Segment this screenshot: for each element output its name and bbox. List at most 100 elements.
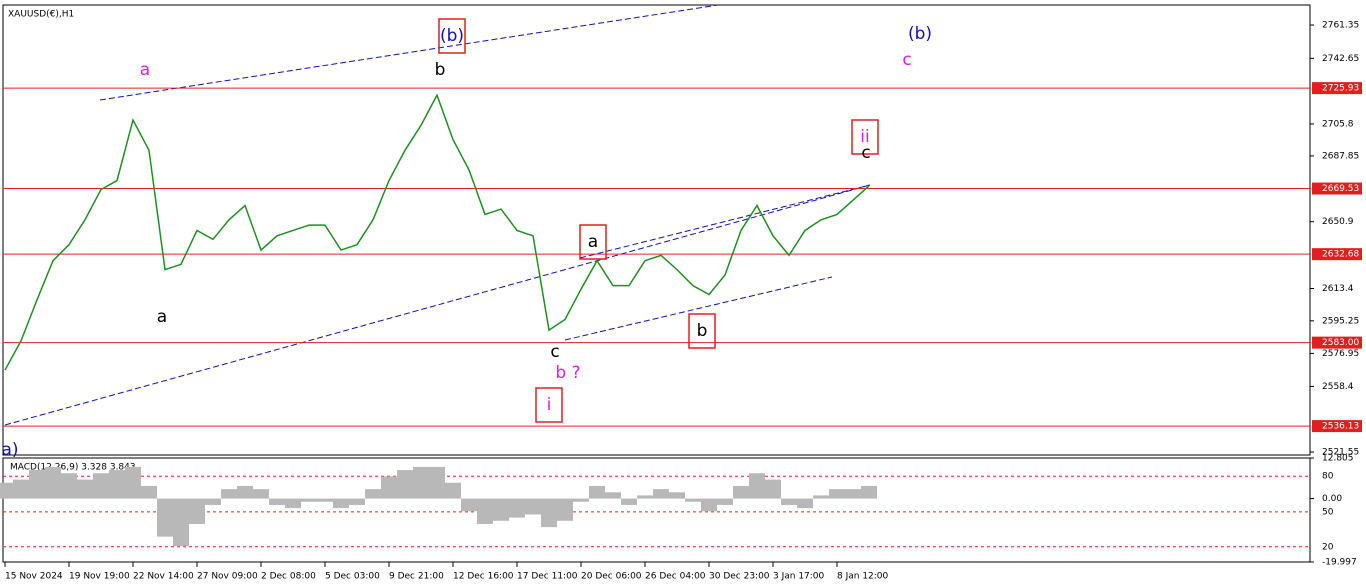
wave-label: ii <box>860 127 869 147</box>
macd-bar <box>205 498 221 505</box>
macd-bar <box>461 498 477 512</box>
x-tick-label: 9 Dec 21:00 <box>389 572 444 582</box>
macd-bar <box>621 498 637 505</box>
annotation-box <box>851 119 879 155</box>
x-tick-label: 17 Dec 11:00 <box>517 572 578 582</box>
macd-bar <box>189 498 205 524</box>
macd-pane <box>2 457 1311 563</box>
macd-bar <box>301 498 317 502</box>
macd-bar <box>141 485 157 499</box>
price-pane <box>2 4 1311 456</box>
macd-bar <box>781 498 797 505</box>
x-tick-label: 26 Dec 04:00 <box>645 572 706 582</box>
macd-bar <box>525 498 541 515</box>
x-tick-label: 20 Dec 06:00 <box>581 572 642 582</box>
macd-bar <box>285 498 301 509</box>
y-tick-label: 2742.65 <box>1322 54 1359 64</box>
x-tick-label: 15 Nov 2024 <box>5 572 63 582</box>
level-label: 2725.93 <box>1322 84 1359 94</box>
macd-bar <box>45 466 61 499</box>
wave-label: b <box>697 321 708 341</box>
wave-label: b ? <box>555 363 580 383</box>
annotation-box <box>438 18 466 54</box>
macd-bar <box>93 473 109 499</box>
y-tick-label: 2705.8 <box>1322 119 1354 129</box>
symbol-title: XAUUSD(€),H1 <box>8 10 74 20</box>
y-tick-label: 2558.4 <box>1322 382 1354 392</box>
level-label: 2632.68 <box>1322 250 1359 260</box>
macd-bar <box>749 473 765 499</box>
macd-bar <box>221 489 237 499</box>
macd-bar <box>157 498 173 537</box>
wave-label: c <box>902 50 911 70</box>
macd-bar <box>589 485 605 499</box>
macd-bar <box>717 498 733 505</box>
annotation-box <box>535 387 563 423</box>
x-tick-label: 22 Nov 14:00 <box>133 572 194 582</box>
macd-bar <box>829 489 845 499</box>
x-tick-label: 12 Dec 16:00 <box>453 572 514 582</box>
macd-bar <box>349 498 365 505</box>
macd-bar <box>397 470 413 499</box>
macd-bar <box>509 498 525 518</box>
macd-bar <box>125 466 141 499</box>
macd-bar <box>653 489 669 499</box>
macd-bar <box>77 479 93 499</box>
level-label: 2669.53 <box>1322 184 1359 194</box>
macd-bar <box>429 466 445 499</box>
x-tick-label: 2 Dec 08:00 <box>261 572 316 582</box>
macd-bar <box>445 482 461 499</box>
y-tick-label: 20 <box>1322 542 1334 552</box>
x-tick-label: 30 Dec 23:00 <box>709 572 770 582</box>
y-tick-label: 2595.25 <box>1322 316 1359 326</box>
macd-bar <box>493 498 509 521</box>
x-tick-label: 3 Jan 17:00 <box>773 572 825 582</box>
y-tick-label: 2521.55 <box>1322 448 1359 458</box>
macd-bar <box>541 498 557 528</box>
annotation-box <box>579 224 607 260</box>
macd-bar <box>317 498 333 502</box>
level-label-box <box>1312 336 1362 349</box>
x-tick-label: 27 Nov 09:00 <box>197 572 258 582</box>
wave-label: c <box>861 143 870 163</box>
y-tick-label: 2687.85 <box>1322 151 1359 161</box>
y-tick-label: 0.00 <box>1322 494 1342 504</box>
wave-label: a <box>157 307 167 327</box>
wave-label: (b) <box>908 24 932 44</box>
macd-bar <box>605 492 621 499</box>
y-tick-label: 2761.35 <box>1322 21 1359 31</box>
wave-label: a <box>588 232 598 252</box>
wave-label: (b) <box>440 26 464 46</box>
macd-bar <box>701 498 717 512</box>
y-tick-label: 2613.4 <box>1322 284 1354 294</box>
macd-bar <box>109 470 125 499</box>
wave-label: a) <box>1 440 18 460</box>
macd-bar <box>861 485 877 499</box>
price-line <box>4 93 870 371</box>
macd-bar <box>557 498 573 521</box>
macd-bar <box>813 495 829 499</box>
macd-bar <box>253 489 269 499</box>
level-label-box <box>1312 182 1362 195</box>
trend-line <box>4 184 871 426</box>
macd-bar <box>637 495 653 499</box>
y-tick-label: 80 <box>1322 472 1334 482</box>
level-label: 2583.00 <box>1322 338 1359 348</box>
macd-bar <box>365 489 381 499</box>
wave-label: b <box>435 60 446 80</box>
wave-label: a <box>140 60 150 80</box>
macd-bar <box>413 466 429 499</box>
macd-bar <box>333 498 349 509</box>
trend-line <box>579 184 871 259</box>
y-tick-label: 2650.9 <box>1322 217 1354 227</box>
x-tick-label: 8 Jan 12:00 <box>837 572 889 582</box>
trend-line <box>564 276 833 341</box>
macd-bar <box>381 476 397 499</box>
annotation-box <box>688 313 716 349</box>
macd-bar <box>669 492 685 499</box>
wave-label: i <box>547 395 552 415</box>
macd-bar <box>13 479 29 499</box>
macd-bar <box>269 498 285 505</box>
macd-bar <box>0 482 13 499</box>
